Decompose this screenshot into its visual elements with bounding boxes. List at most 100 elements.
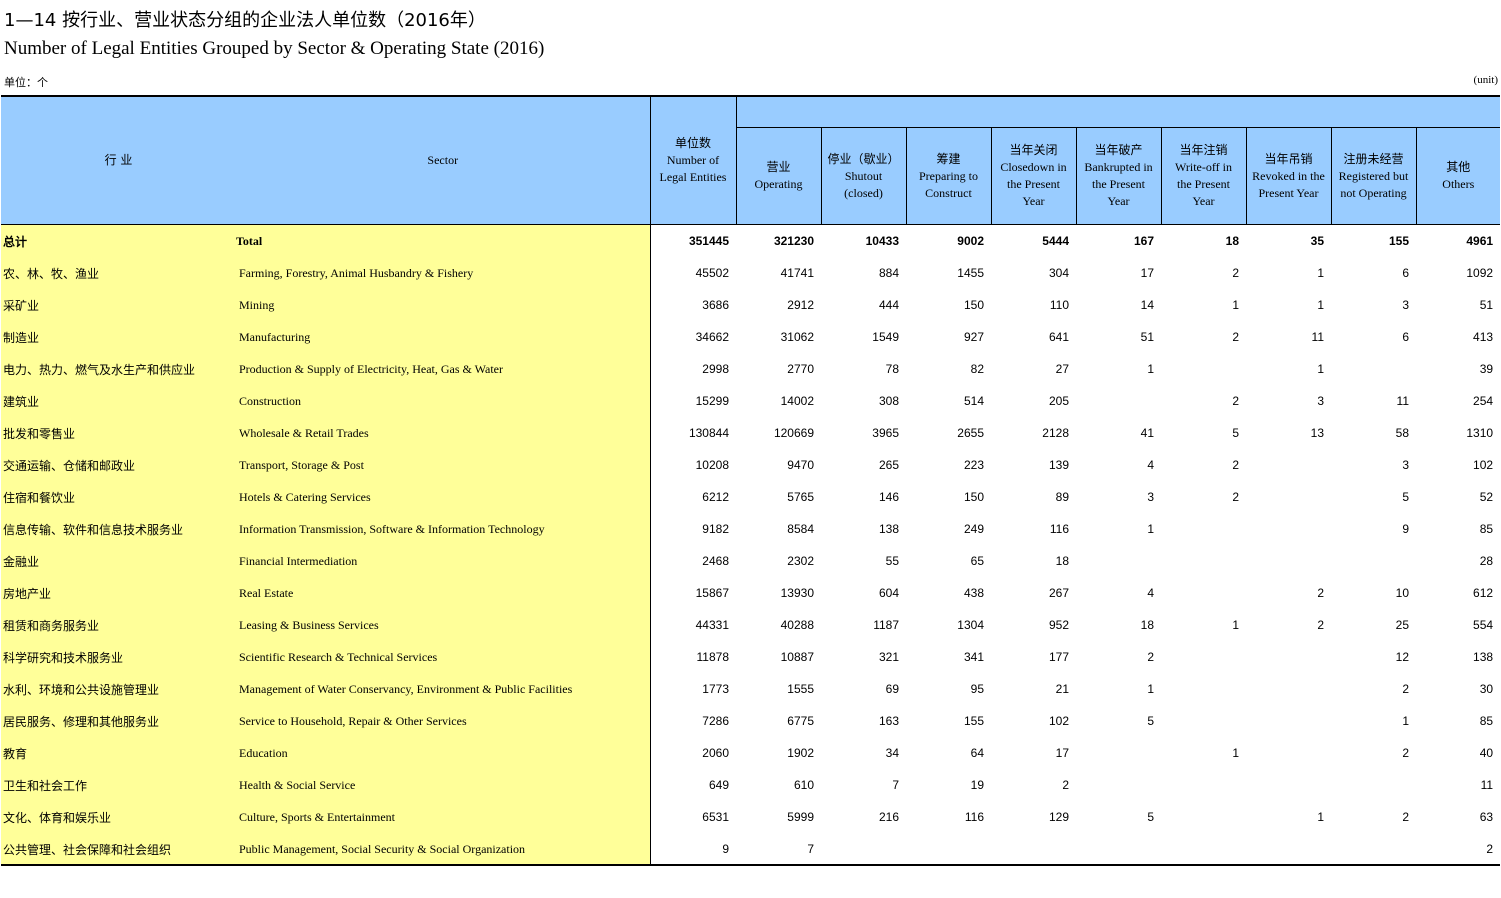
- value-cell: 2: [1317, 618, 1324, 632]
- industry-cell: 农、林、牧、渔业: [1, 257, 236, 289]
- value-cell: 554: [1473, 618, 1494, 632]
- value-cell: 2: [1232, 490, 1239, 504]
- value-cell: 1549: [872, 330, 899, 344]
- table-row: 卫生和社会工作 Health & Social Service 649 610 7 19 2…: [1, 769, 1500, 801]
- industry-cell: 卫生和社会工作: [1, 769, 236, 801]
- header-label-english: Year: [1107, 194, 1130, 208]
- industry-cell: 租赁和商务服务业: [1, 609, 236, 641]
- header-col-0: 单位数 Number of Legal Entities: [649, 97, 737, 225]
- value-cell: 18: [1225, 234, 1239, 248]
- value-cell: [906, 833, 991, 865]
- value-cell: 27: [1055, 362, 1069, 376]
- value-cell: 3965: [872, 426, 899, 440]
- value-cell: 2060: [702, 746, 729, 760]
- sector-cell: Wholesale & Retail Trades: [236, 417, 651, 449]
- value-cell: 7: [892, 778, 899, 792]
- sector-cell: Culture, Sports & Entertainment: [236, 801, 651, 833]
- value-cell: 6775: [787, 714, 814, 728]
- value-cell: 44331: [695, 618, 729, 632]
- header-col-1: 营业 Operating: [735, 127, 822, 225]
- industry-cell: 批发和零售业: [1, 417, 236, 449]
- industry-cell: 电力、热力、燃气及水生产和供应业: [1, 353, 236, 385]
- value-cell: [1331, 545, 1416, 577]
- header-label-chinese: 当年破产: [1094, 143, 1143, 157]
- value-cell: 65: [970, 554, 984, 568]
- value-cell: 155: [1388, 234, 1409, 248]
- header-label-english: the Present: [1177, 177, 1230, 191]
- header-industry: 行 业: [1, 97, 236, 225]
- header-label-chinese: 当年吊销: [1264, 151, 1313, 166]
- value-cell: 1555: [787, 682, 814, 696]
- page-title-chinese: 1—14 按行业、营业状态分组的企业法人单位数（2016年）: [4, 10, 486, 31]
- header-label-english: Present Year: [1258, 185, 1319, 200]
- header-col-3: 筹建 Preparing to Construct: [905, 127, 992, 225]
- table-row: 信息传输、软件和信息技术服务业 Information Transmission,…: [1, 513, 1500, 545]
- sector-cell: Education: [236, 737, 651, 769]
- industry-cell: 信息传输、软件和信息技术服务业: [1, 513, 236, 545]
- table-row: 房地产业 Real Estate 15867 13930 604 438 267 4 2 10 61…: [1, 577, 1500, 609]
- value-cell: 1: [1317, 810, 1324, 824]
- value-cell: 34: [885, 746, 899, 760]
- value-cell: 2: [1317, 586, 1324, 600]
- value-cell: 14002: [780, 394, 814, 408]
- value-cell: 2998: [702, 362, 729, 376]
- value-cell: 3686: [702, 298, 729, 312]
- sector-cell: Leasing & Business Services: [236, 609, 651, 641]
- sector-cell: Financial Intermediation: [236, 545, 651, 577]
- value-cell: 139: [1048, 458, 1069, 472]
- value-cell: 12: [1395, 650, 1409, 664]
- header-label-english: Preparing to: [919, 168, 978, 183]
- sector-cell: Hotels & Catering Services: [236, 481, 651, 513]
- value-cell: 2468: [702, 554, 729, 568]
- header-label-chinese: 其他: [1446, 160, 1471, 174]
- header-label-chinese: 注册未经营: [1343, 151, 1404, 166]
- header-label-english: Bankrupted in: [1084, 160, 1153, 174]
- industry-cell: 科学研究和技术服务业: [1, 641, 236, 673]
- value-cell: 10208: [695, 458, 729, 472]
- value-cell: 2770: [787, 362, 814, 376]
- value-cell: 89: [1055, 490, 1069, 504]
- value-cell: [1246, 833, 1331, 865]
- sector-cell: Public Management, Social Security & Soc…: [236, 833, 651, 865]
- header-col-6: 当年注销 Write-off in the Present Year: [1160, 127, 1247, 225]
- value-cell: 146: [878, 490, 899, 504]
- value-cell: 41: [1140, 426, 1154, 440]
- value-cell: 78: [885, 362, 899, 376]
- value-cell: 13930: [780, 586, 814, 600]
- value-cell: 11: [1396, 394, 1409, 408]
- value-cell: 2: [1232, 266, 1239, 280]
- value-cell: 9: [1402, 522, 1409, 536]
- table-row: 制造业 Manufacturing 34662 31062 1549 927 641 51 2 1…: [1, 321, 1500, 353]
- value-cell: 649: [708, 778, 729, 792]
- sector-cell: Information Transmission, Software & Inf…: [236, 513, 651, 545]
- value-cell: 1: [1232, 298, 1239, 312]
- value-cell: 64: [970, 746, 984, 760]
- value-cell: 2: [1232, 458, 1239, 472]
- value-cell: 8584: [787, 522, 814, 536]
- value-cell: 6212: [702, 490, 729, 504]
- value-cell: 6: [1402, 330, 1409, 344]
- value-cell: 11878: [696, 650, 729, 664]
- sector-cell: Total: [236, 224, 651, 257]
- header-label-english: not Operating: [1340, 185, 1407, 200]
- value-cell: 55: [885, 554, 899, 568]
- value-cell: 413: [1473, 330, 1494, 344]
- header-col-2: 停业（歇业） Shutout (closed): [820, 127, 907, 225]
- value-cell: 18: [1055, 554, 1069, 568]
- value-cell: 1187: [873, 618, 899, 632]
- value-cell: 2128: [1042, 426, 1069, 440]
- value-cell: 884: [878, 266, 899, 280]
- header-sector: Sector: [236, 97, 651, 225]
- industry-cell: 水利、环境和公共设施管理业: [1, 673, 236, 705]
- value-cell: 5444: [1042, 234, 1069, 248]
- value-cell: 11: [1311, 330, 1324, 344]
- value-cell: 444: [878, 298, 899, 312]
- table-header: 行 业 Sector 单位数 Number of Legal Entities 营业 Ope…: [1, 97, 1501, 225]
- industry-cell: 教育: [1, 737, 236, 769]
- header-label-english: the Present: [1007, 177, 1060, 191]
- value-cell: 5: [1147, 714, 1154, 728]
- value-cell: [1246, 545, 1331, 577]
- value-cell: 2: [1147, 650, 1154, 664]
- value-cell: 1092: [1466, 266, 1494, 280]
- value-cell: 321230: [773, 234, 814, 248]
